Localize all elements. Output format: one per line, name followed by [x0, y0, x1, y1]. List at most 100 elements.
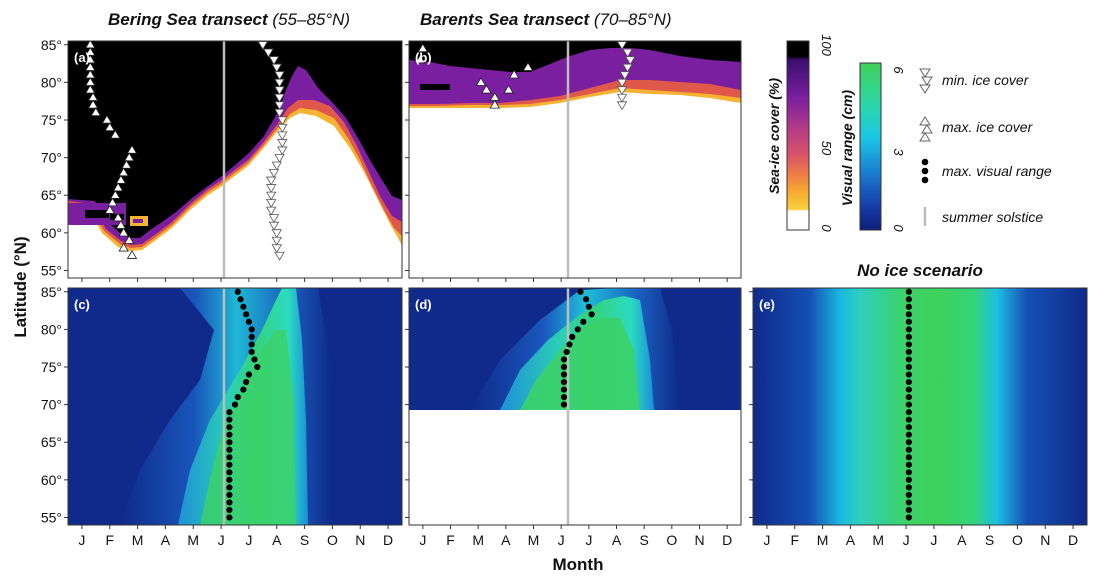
max-ice-marker [104, 122, 115, 132]
min-ice-marker [274, 154, 285, 163]
month-tick-label: M [472, 532, 484, 548]
min-ice-marker [274, 251, 285, 261]
max-visual-range-marker [905, 484, 912, 491]
min-ice-marker [622, 63, 633, 73]
max-visual-range-marker [226, 424, 233, 431]
min-ice-marker [265, 191, 277, 201]
panel-b-ice-black [409, 41, 741, 72]
max-visual-range-marker [560, 393, 568, 401]
month-tick-label: D [1068, 532, 1078, 548]
max-ice-marker [124, 152, 135, 162]
max-ice-marker [522, 62, 534, 71]
min-ice-marker [616, 41, 628, 51]
max-visual-range-marker [560, 356, 568, 363]
max-visual-range-marker [569, 333, 576, 341]
min-ice-marker [274, 93, 285, 103]
max-visual-range-marker [245, 371, 253, 378]
min-ice-marker [271, 63, 282, 73]
month-tick-label: O [666, 532, 677, 548]
max-visual-range-marker [234, 288, 241, 295]
max-ice-marker [101, 114, 113, 124]
max-visual-range-marker [563, 348, 570, 356]
panel-b-plot [409, 41, 741, 278]
min-ice-marker [619, 71, 630, 81]
down-triangle-icon [919, 68, 933, 94]
lat-tick-label: 70° [41, 150, 62, 166]
min-ice-marker [277, 131, 288, 141]
max-ice-marker [118, 242, 129, 252]
min-ice-marker [274, 86, 285, 96]
month-tick-label: J [930, 532, 937, 548]
max-visual-range-marker [231, 401, 239, 408]
max-visual-range-marker [226, 446, 233, 453]
max-visual-range-marker [905, 514, 912, 521]
visual-colorbar-tick: 6 [891, 66, 906, 74]
min-ice-marker [263, 48, 274, 58]
lat-tick-label: 65° [41, 434, 62, 450]
visual-colorbar-tick: 3 [891, 148, 906, 156]
max-visual-range-marker [248, 341, 255, 348]
max-visual-range-marker [251, 356, 258, 363]
lat-tick-label: 85° [41, 284, 62, 300]
max-visual-range-marker [226, 484, 233, 491]
visual-colorbar-tick: 0 [891, 224, 906, 232]
y-axis-label: Latitude (°N) [11, 236, 30, 337]
max-visual-range-marker [905, 326, 912, 333]
month-tick-label: J [903, 532, 910, 548]
panel-label-b: (b) [415, 50, 432, 65]
max-visual-range-marker [226, 431, 233, 438]
min-ice-marker [257, 41, 269, 51]
month-tick-label: M [132, 532, 144, 548]
panel-e-frame [752, 287, 1088, 526]
month-tick-label: M [528, 532, 540, 548]
max-visual-range-marker [580, 318, 587, 325]
legend-visual-range-label: max. visual range [942, 163, 1052, 179]
panel-label-c: (c) [74, 297, 90, 312]
panel-c-frame [67, 287, 403, 526]
max-ice-marker [475, 77, 487, 86]
legend-max-ice-label: max. ice cover [942, 119, 1034, 135]
month-tick-label: N [355, 532, 365, 548]
min-ice-marker [625, 56, 636, 66]
month-tick-label: A [272, 532, 282, 548]
max-visual-range-marker [254, 363, 261, 371]
month-tick-label: S [300, 532, 309, 548]
month-tick-label: N [1040, 532, 1050, 548]
max-visual-range-marker [905, 416, 912, 423]
min-ice-marker [265, 184, 277, 194]
panel-d-plot [409, 288, 741, 525]
max-visual-range-marker [566, 341, 573, 348]
max-ice-marker [118, 227, 129, 237]
max-visual-range-marker [226, 416, 233, 423]
max-ice-marker [110, 189, 121, 199]
max-visual-range-marker [226, 461, 233, 468]
max-visual-range-marker [905, 424, 912, 431]
max-visual-range-marker [905, 288, 912, 295]
max-visual-range-marker [560, 386, 568, 393]
panel-label-a: (a) [74, 50, 90, 65]
max-visual-range-marker [905, 318, 912, 325]
min-ice-marker [265, 199, 277, 209]
max-visual-range-marker [905, 446, 912, 453]
max-visual-range-marker [905, 311, 912, 318]
min-ice-marker [268, 214, 280, 224]
max-visual-range-marker [560, 371, 568, 378]
lat-tick-label: 85° [41, 37, 62, 53]
max-visual-range-marker [905, 476, 912, 483]
max-visual-range-marker [905, 303, 912, 310]
max-ice-marker [112, 212, 124, 222]
min-ice-marker [274, 78, 285, 88]
panel-d-frame [408, 287, 742, 526]
max-visual-range-marker [226, 409, 233, 416]
max-visual-range-marker [237, 296, 244, 303]
month-tick-label: A [501, 532, 511, 548]
max-ice-marker [85, 84, 96, 94]
legend: min. ice cover max. ice cover max. visua… [919, 68, 1052, 226]
max-visual-range-marker [226, 469, 233, 476]
min-ice-marker [271, 236, 282, 246]
panel-b-frame [408, 40, 742, 279]
lat-tick-label: 80° [41, 321, 62, 337]
max-ice-marker [118, 167, 129, 177]
min-ice-marker [616, 101, 628, 111]
